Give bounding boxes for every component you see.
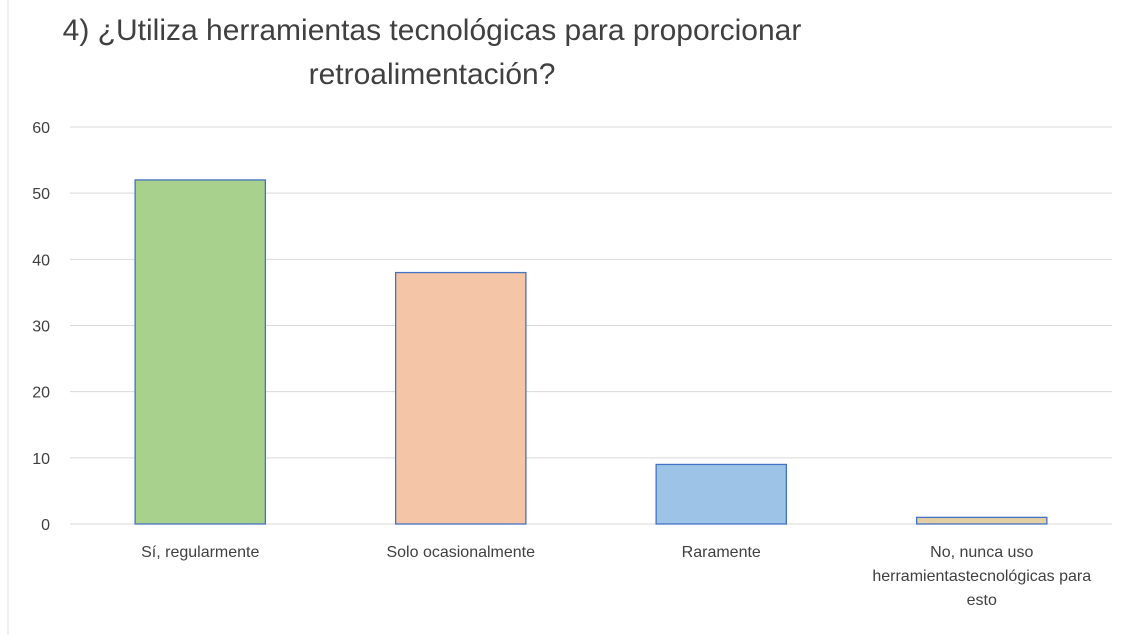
bar <box>134 179 267 525</box>
y-tick-label: 0 <box>41 517 50 534</box>
chart-title: 4) ¿Utiliza herramientas tecnológicas pa… <box>63 14 802 47</box>
bar <box>394 271 527 525</box>
bar <box>655 463 788 525</box>
x-tick-label: Sí, regularmente <box>141 544 260 561</box>
x-tick-label: Solo ocasionalmente <box>386 544 536 561</box>
y-tick-label: 60 <box>32 120 50 137</box>
y-tick-label: 20 <box>32 385 50 402</box>
y-tick-label: 30 <box>32 319 50 336</box>
chart-title: retroalimentación? <box>309 58 556 91</box>
x-tick-label: No, nunca uso herramientastecnológicas p… <box>872 544 1092 609</box>
y-tick-label: 40 <box>32 252 50 269</box>
bar <box>915 516 1048 525</box>
y-tick-label: 50 <box>32 186 50 203</box>
y-tick-label: 10 <box>32 451 50 468</box>
x-tick-label: Raramente <box>681 544 761 561</box>
